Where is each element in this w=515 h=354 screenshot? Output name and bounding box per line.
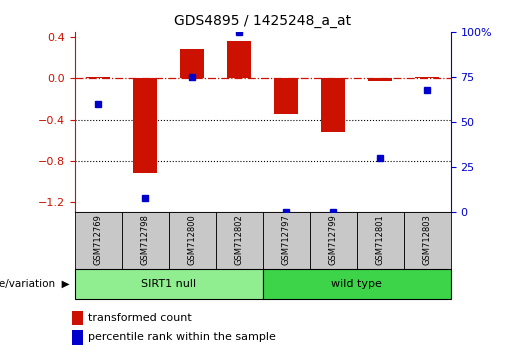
Bar	[356, 212, 404, 269]
Text: GSM712800: GSM712800	[187, 214, 197, 264]
Title: GDS4895 / 1425248_a_at: GDS4895 / 1425248_a_at	[174, 14, 351, 28]
Text: GSM712797: GSM712797	[282, 213, 290, 264]
Text: percentile rank within the sample: percentile rank within the sample	[88, 332, 276, 342]
Text: genotype/variation  ▶: genotype/variation ▶	[0, 279, 70, 289]
Bar	[263, 212, 310, 269]
Bar	[310, 212, 356, 269]
Bar	[180, 50, 204, 78]
Bar	[75, 269, 263, 299]
Text: wild type: wild type	[331, 279, 382, 289]
Bar	[168, 212, 216, 269]
Bar	[75, 212, 122, 269]
Bar	[87, 77, 110, 78]
Text: SIRT1 null: SIRT1 null	[141, 279, 196, 289]
Text: GSM712798: GSM712798	[141, 213, 150, 264]
Bar	[72, 330, 83, 345]
Text: GSM712801: GSM712801	[375, 214, 385, 264]
Text: GSM712769: GSM712769	[94, 213, 102, 264]
Bar	[228, 41, 251, 78]
Bar	[404, 212, 451, 269]
Text: GSM712799: GSM712799	[329, 214, 338, 264]
Bar	[122, 212, 168, 269]
Text: GSM712802: GSM712802	[235, 214, 244, 264]
Bar	[416, 77, 439, 78]
Bar	[133, 78, 157, 173]
Text: transformed count: transformed count	[88, 313, 191, 323]
Bar	[321, 78, 345, 132]
Bar	[72, 311, 83, 325]
Text: GSM712803: GSM712803	[423, 213, 432, 264]
Bar	[263, 269, 451, 299]
Bar	[274, 78, 298, 114]
Bar	[216, 212, 263, 269]
Bar	[368, 78, 392, 81]
